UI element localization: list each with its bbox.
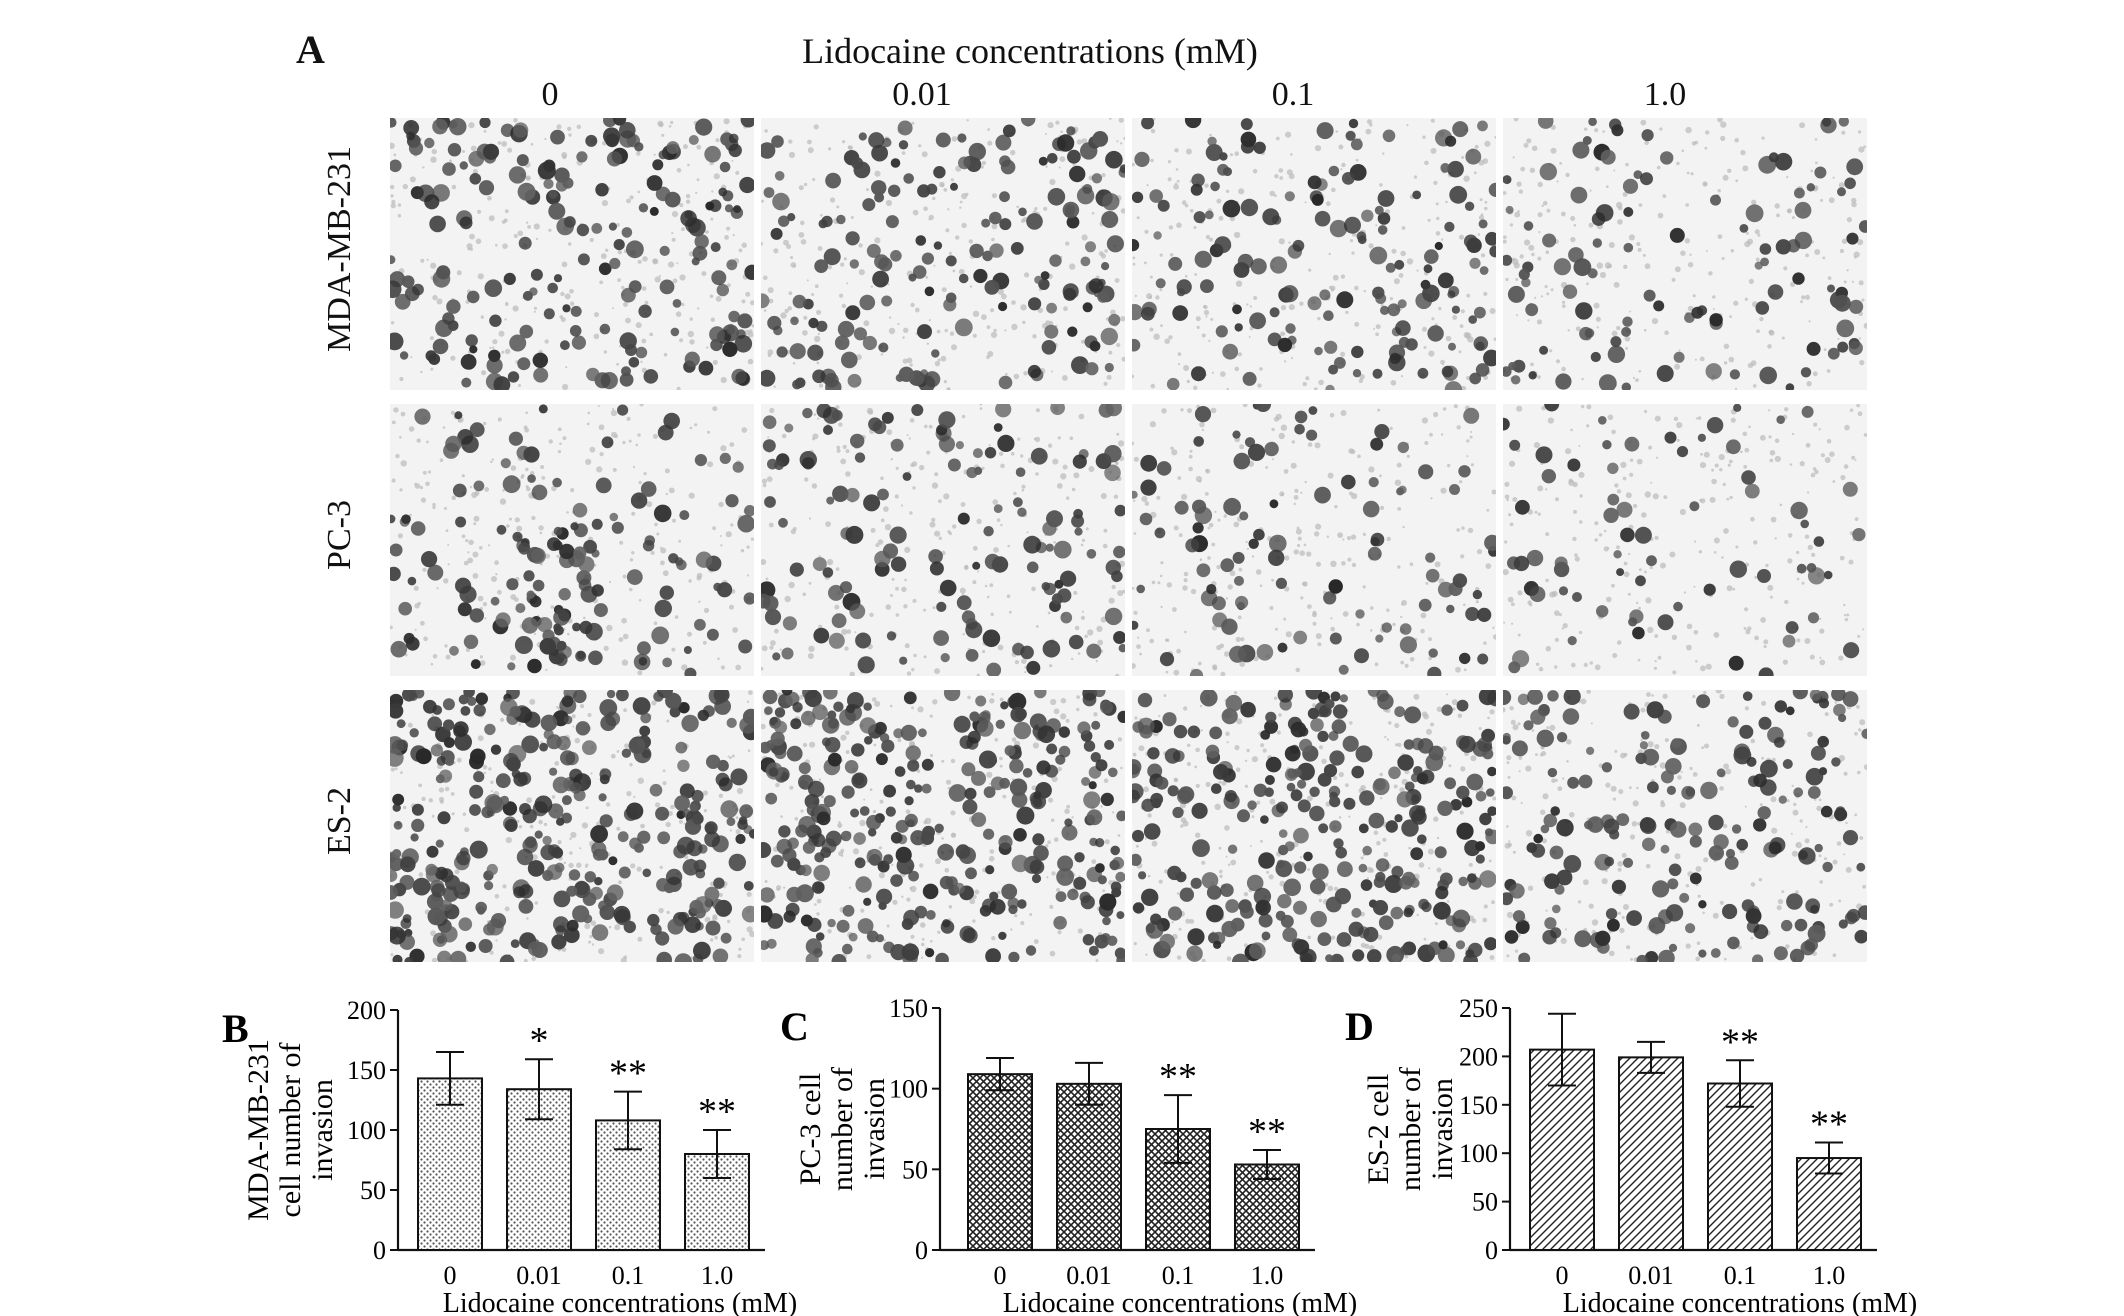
micrograph-r0-c1 <box>761 118 1125 390</box>
y-tick-label: 150 <box>889 994 928 1023</box>
micrograph-r2-c2 <box>1132 690 1496 962</box>
x-tick-label: 0 <box>1556 1261 1569 1290</box>
significance-label: ** <box>609 1053 647 1095</box>
x-tick-label: 0.1 <box>1724 1261 1757 1290</box>
y-tick-label: 150 <box>347 1056 386 1085</box>
y-tick-label: 250 <box>1459 994 1498 1023</box>
x-tick-label: 1.0 <box>1251 1261 1284 1290</box>
micrograph-r1-c0 <box>390 404 754 676</box>
y-axis-label-line: number of <box>1394 1067 1427 1191</box>
micrograph-r2-c1 <box>761 690 1125 962</box>
y-axis-label-line: invasion <box>1426 1078 1459 1180</box>
panel-letter-b: B <box>222 1006 249 1051</box>
y-tick-label: 200 <box>347 996 386 1025</box>
x-axis-label: Lidocaine concentrations (mM) <box>1003 1288 1358 1316</box>
y-axis-label-line: MDA-MB-231 <box>242 1039 275 1221</box>
column-header-1: 0.01 <box>892 76 952 113</box>
y-axis-label-line: cell number of <box>274 1043 307 1218</box>
panel-letter-c: C <box>780 1004 809 1049</box>
chart-d: D 0 50 100 150 200 250 0 0.01 ** 0.1 ** 1.0Lidocaine… <box>1345 994 1917 1316</box>
x-axis-label: Lidocaine concentrations (mM) <box>1563 1288 1918 1316</box>
y-tick-label: 200 <box>1459 1042 1498 1071</box>
x-tick-label: 0 <box>994 1261 1007 1290</box>
x-tick-label: 0 <box>444 1261 457 1290</box>
panel-a-title: Lidocaine concentrations (mM) <box>802 31 1258 71</box>
significance-label: ** <box>1248 1111 1286 1153</box>
significance-label: ** <box>1159 1056 1197 1098</box>
bar-0.1 <box>1707 1082 1773 1252</box>
y-tick-label: 100 <box>1459 1139 1498 1168</box>
x-tick-label: 0.01 <box>516 1261 562 1290</box>
x-tick-label: 0.01 <box>1066 1261 1112 1290</box>
y-tick-label: 0 <box>1485 1236 1498 1265</box>
micrograph-r1-c1 <box>761 404 1125 676</box>
y-tick-label: 50 <box>360 1176 386 1205</box>
significance-label: * <box>530 1020 549 1062</box>
y-tick-label: 0 <box>915 1236 928 1265</box>
micrograph-r1-c2 <box>1132 404 1496 676</box>
column-header-2: 0.1 <box>1271 76 1315 113</box>
micrograph-r0-c0 <box>390 118 754 390</box>
significance-label: ** <box>1810 1104 1848 1146</box>
micrograph-r2-c3 <box>1503 690 1867 962</box>
y-axis-label-line: PC-3 cell <box>794 1073 827 1186</box>
column-header-3: 1.0 <box>1643 76 1687 113</box>
x-axis-label: Lidocaine concentrations (mM) <box>443 1288 798 1316</box>
significance-label: ** <box>698 1091 736 1133</box>
y-tick-label: 0 <box>373 1236 386 1265</box>
micrograph-r1-c3 <box>1503 404 1867 676</box>
panel-letter-d: D <box>1345 1004 1374 1049</box>
y-tick-label: 100 <box>889 1075 928 1104</box>
y-axis-label-line: invasion <box>858 1078 891 1180</box>
micrograph-r0-c2 <box>1132 118 1496 390</box>
x-tick-label: 1.0 <box>1813 1261 1846 1290</box>
y-tick-label: 50 <box>902 1155 928 1184</box>
bar-0.01 <box>1618 1056 1684 1252</box>
y-axis-label-line: invasion <box>306 1079 339 1181</box>
x-tick-label: 0.1 <box>612 1261 645 1290</box>
micrograph-r0-c3 <box>1503 118 1867 390</box>
bar-0 <box>967 1073 1033 1251</box>
y-axis-label-line: number of <box>826 1067 859 1191</box>
bar-0 <box>417 1077 483 1252</box>
x-tick-label: 1.0 <box>701 1261 734 1290</box>
column-header-0: 0 <box>541 76 559 113</box>
bar-0.01 <box>1056 1082 1122 1251</box>
y-tick-label: 150 <box>1459 1091 1498 1120</box>
y-tick-label: 100 <box>347 1116 386 1145</box>
y-tick-label: 50 <box>1472 1188 1498 1217</box>
panel-a-letter: A <box>296 27 325 72</box>
x-tick-label: 0.01 <box>1628 1261 1674 1290</box>
x-tick-label: 0.1 <box>1162 1261 1195 1290</box>
micrograph-r2-c0 <box>390 690 754 962</box>
significance-label: ** <box>1721 1021 1759 1063</box>
y-axis-label-line: ES-2 cell <box>1362 1074 1395 1185</box>
